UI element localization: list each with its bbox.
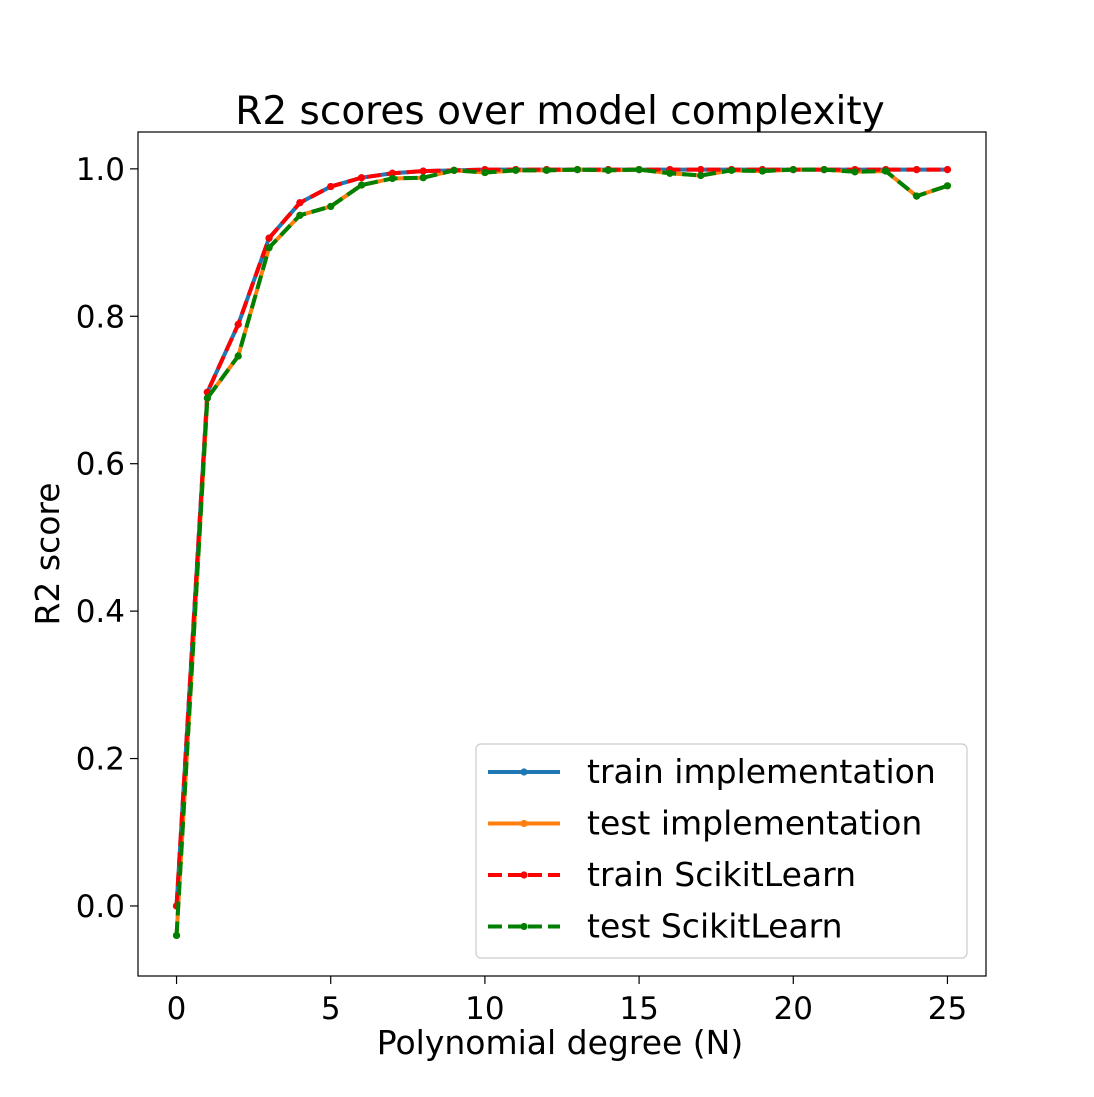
legend-marker (520, 768, 528, 776)
y-axis-label: R2 score (28, 482, 67, 625)
data-point (728, 166, 736, 174)
series-line-train-scikitlearn (174, 167, 948, 907)
y-tick-label: 0.6 (76, 447, 125, 483)
plot-frame (137, 131, 987, 977)
data-point (635, 165, 643, 174)
data-point (851, 168, 859, 176)
data-point (604, 166, 612, 174)
data-point (203, 394, 211, 402)
data-point (573, 165, 582, 174)
data-point (172, 931, 181, 940)
legend: train implementation test implementation t… (475, 743, 968, 959)
data-point (357, 181, 366, 189)
legend-marker (520, 922, 528, 931)
y-tick-label: 0.8 (76, 299, 125, 335)
data-point (327, 202, 335, 211)
data-point (789, 165, 797, 174)
legend-marker (520, 871, 528, 879)
data-point (265, 244, 273, 252)
y-tick-label: 0.0 (76, 889, 125, 925)
data-point (296, 211, 304, 219)
x-tick-label: 0 (167, 991, 187, 1027)
x-tick-label: 20 (774, 991, 813, 1027)
data-point (542, 166, 551, 174)
data-point (882, 167, 890, 175)
data-point (758, 167, 767, 175)
data-point (327, 182, 335, 191)
legend-label-test-implementation: test implementation (587, 804, 922, 843)
data-point (820, 165, 828, 174)
data-point (512, 166, 520, 174)
x-axis-label: Polynomial degree (N) (377, 1023, 743, 1062)
legend-label-train-implementation: train implementation (587, 752, 936, 791)
data-point (388, 169, 396, 177)
legend-marker (520, 819, 528, 828)
legend-label-test-scikitlearn: test ScikitLearn (587, 907, 843, 946)
y-tick-label: 1.0 (76, 152, 125, 188)
data-point (265, 234, 273, 242)
y-axis-ticks: 0.0 0.2 0.4 0.6 0.8 1.0 (76, 152, 138, 925)
data-point (357, 174, 366, 182)
x-axis-ticks: 0 5 10 15 20 25 (167, 976, 967, 1027)
data-point (943, 182, 952, 190)
legend-label-train-scikitlearn: train ScikitLearn (587, 855, 856, 894)
data-point (913, 165, 921, 174)
series-layer (172, 165, 952, 940)
y-tick-label: 0.2 (76, 742, 125, 778)
x-tick-label: 25 (928, 991, 967, 1027)
data-point (388, 174, 396, 183)
series-line-test-scikitlearn (174, 167, 949, 936)
data-point (943, 165, 952, 174)
data-point (419, 174, 427, 182)
data-point (481, 168, 489, 177)
data-point (419, 167, 427, 175)
data-point (913, 192, 921, 200)
chart-title: R2 scores over model complexity (235, 89, 885, 134)
x-tick-label: 5 (321, 991, 341, 1027)
x-tick-label: 15 (619, 991, 658, 1027)
data-point (296, 199, 304, 207)
data-point (697, 171, 705, 180)
series-test-scikitlearn (172, 165, 952, 940)
data-point (234, 320, 242, 328)
data-point (234, 352, 242, 360)
data-point (697, 165, 705, 174)
x-tick-label: 10 (465, 991, 504, 1027)
data-point (450, 166, 458, 174)
legend-box (475, 743, 968, 959)
data-point (666, 169, 674, 177)
y-tick-label: 0.4 (76, 594, 125, 630)
